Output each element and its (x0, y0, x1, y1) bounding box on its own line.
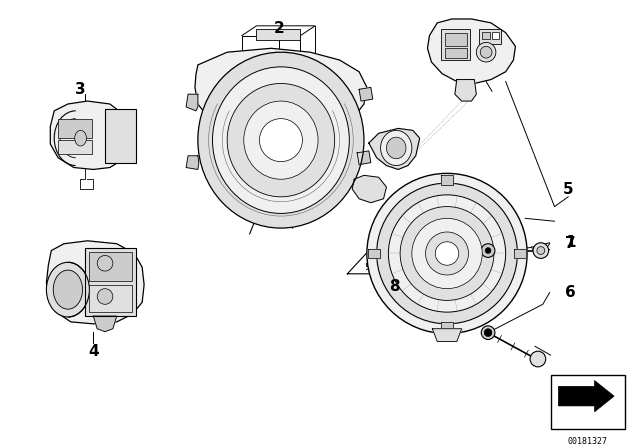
Polygon shape (455, 80, 476, 101)
Bar (105, 109, 136, 163)
Ellipse shape (537, 247, 545, 254)
Polygon shape (515, 249, 526, 258)
Polygon shape (433, 329, 461, 341)
Polygon shape (368, 249, 380, 258)
Text: 4: 4 (88, 344, 99, 359)
Bar (90, 285, 132, 312)
Ellipse shape (435, 242, 459, 265)
Ellipse shape (212, 67, 349, 213)
Ellipse shape (481, 326, 495, 340)
Text: 7: 7 (565, 236, 575, 251)
Ellipse shape (377, 183, 517, 324)
Ellipse shape (530, 351, 546, 367)
Ellipse shape (484, 329, 492, 336)
Polygon shape (46, 241, 144, 324)
Text: !: ! (365, 263, 369, 271)
Ellipse shape (426, 232, 468, 275)
Bar (479, 29, 500, 44)
Ellipse shape (259, 119, 303, 162)
Ellipse shape (481, 244, 495, 258)
Ellipse shape (46, 262, 90, 317)
Ellipse shape (75, 130, 86, 146)
Polygon shape (428, 19, 515, 83)
Ellipse shape (485, 248, 491, 254)
Ellipse shape (400, 207, 494, 301)
Ellipse shape (381, 130, 412, 166)
Polygon shape (357, 151, 371, 164)
Polygon shape (369, 129, 420, 169)
Polygon shape (186, 156, 199, 169)
Bar (550, 375, 625, 429)
Bar (441, 29, 470, 60)
Ellipse shape (412, 218, 482, 289)
Text: 2: 2 (273, 21, 284, 36)
Text: 5: 5 (563, 181, 573, 197)
Ellipse shape (244, 101, 318, 179)
Polygon shape (352, 175, 387, 202)
Text: 1: 1 (565, 235, 575, 250)
Ellipse shape (97, 255, 113, 271)
Ellipse shape (387, 137, 406, 159)
Bar (58, 140, 92, 154)
Ellipse shape (533, 243, 548, 258)
Bar (90, 251, 132, 281)
Polygon shape (195, 48, 367, 211)
Polygon shape (359, 87, 372, 101)
Bar (257, 29, 300, 40)
Text: 6: 6 (564, 285, 575, 300)
Bar (86, 248, 136, 316)
Text: 3: 3 (76, 82, 86, 97)
Ellipse shape (367, 173, 527, 334)
Bar (445, 48, 467, 58)
Text: 8: 8 (389, 279, 399, 294)
Ellipse shape (97, 289, 113, 304)
Bar (492, 32, 499, 39)
Polygon shape (93, 316, 116, 332)
Ellipse shape (53, 270, 83, 309)
Polygon shape (441, 322, 453, 332)
Ellipse shape (480, 46, 492, 58)
Bar (58, 119, 92, 138)
Ellipse shape (476, 43, 496, 62)
Polygon shape (51, 101, 129, 169)
Polygon shape (441, 175, 453, 185)
Polygon shape (186, 94, 198, 111)
Ellipse shape (198, 52, 364, 228)
Text: 00181327: 00181327 (568, 437, 608, 446)
Polygon shape (559, 380, 614, 412)
Bar (482, 32, 490, 39)
Ellipse shape (227, 83, 335, 197)
Bar (445, 33, 467, 46)
Ellipse shape (388, 195, 506, 312)
